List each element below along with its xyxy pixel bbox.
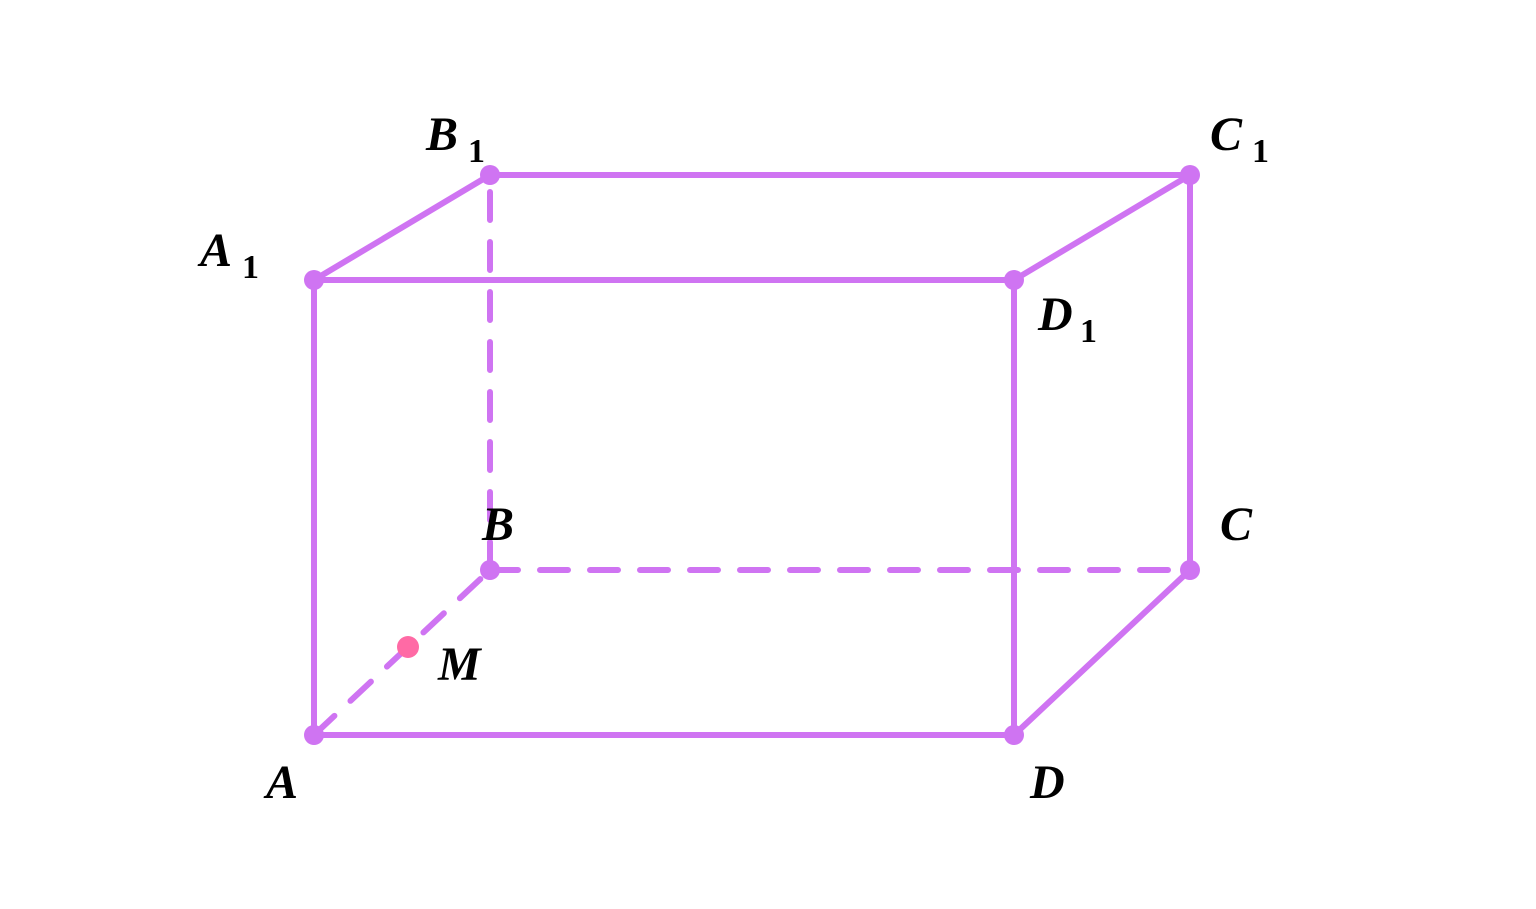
label-A1-sub: 1	[242, 249, 259, 286]
vertex-C	[1180, 560, 1200, 580]
vertex-M	[397, 636, 419, 658]
label-C1: C	[1210, 108, 1243, 161]
vertex-D	[1004, 725, 1024, 745]
label-B1: B	[425, 108, 458, 161]
label-C1-sub: 1	[1252, 133, 1269, 170]
label-A1: A	[197, 224, 232, 277]
label-D: D	[1029, 756, 1065, 809]
vertex-D1	[1004, 270, 1024, 290]
label-D1: D	[1037, 288, 1073, 341]
label-C: C	[1220, 498, 1253, 551]
label-B1-sub: 1	[468, 133, 485, 170]
label-M: M	[437, 638, 483, 691]
diagram-background	[0, 0, 1536, 909]
vertex-A	[304, 725, 324, 745]
vertex-A1	[304, 270, 324, 290]
label-B: B	[481, 498, 514, 551]
vertex-B	[480, 560, 500, 580]
vertex-C1	[1180, 165, 1200, 185]
label-D1-sub: 1	[1080, 313, 1097, 350]
label-A: A	[263, 756, 298, 809]
prism-diagram: ABCDA1B1C1D1M	[0, 0, 1536, 909]
